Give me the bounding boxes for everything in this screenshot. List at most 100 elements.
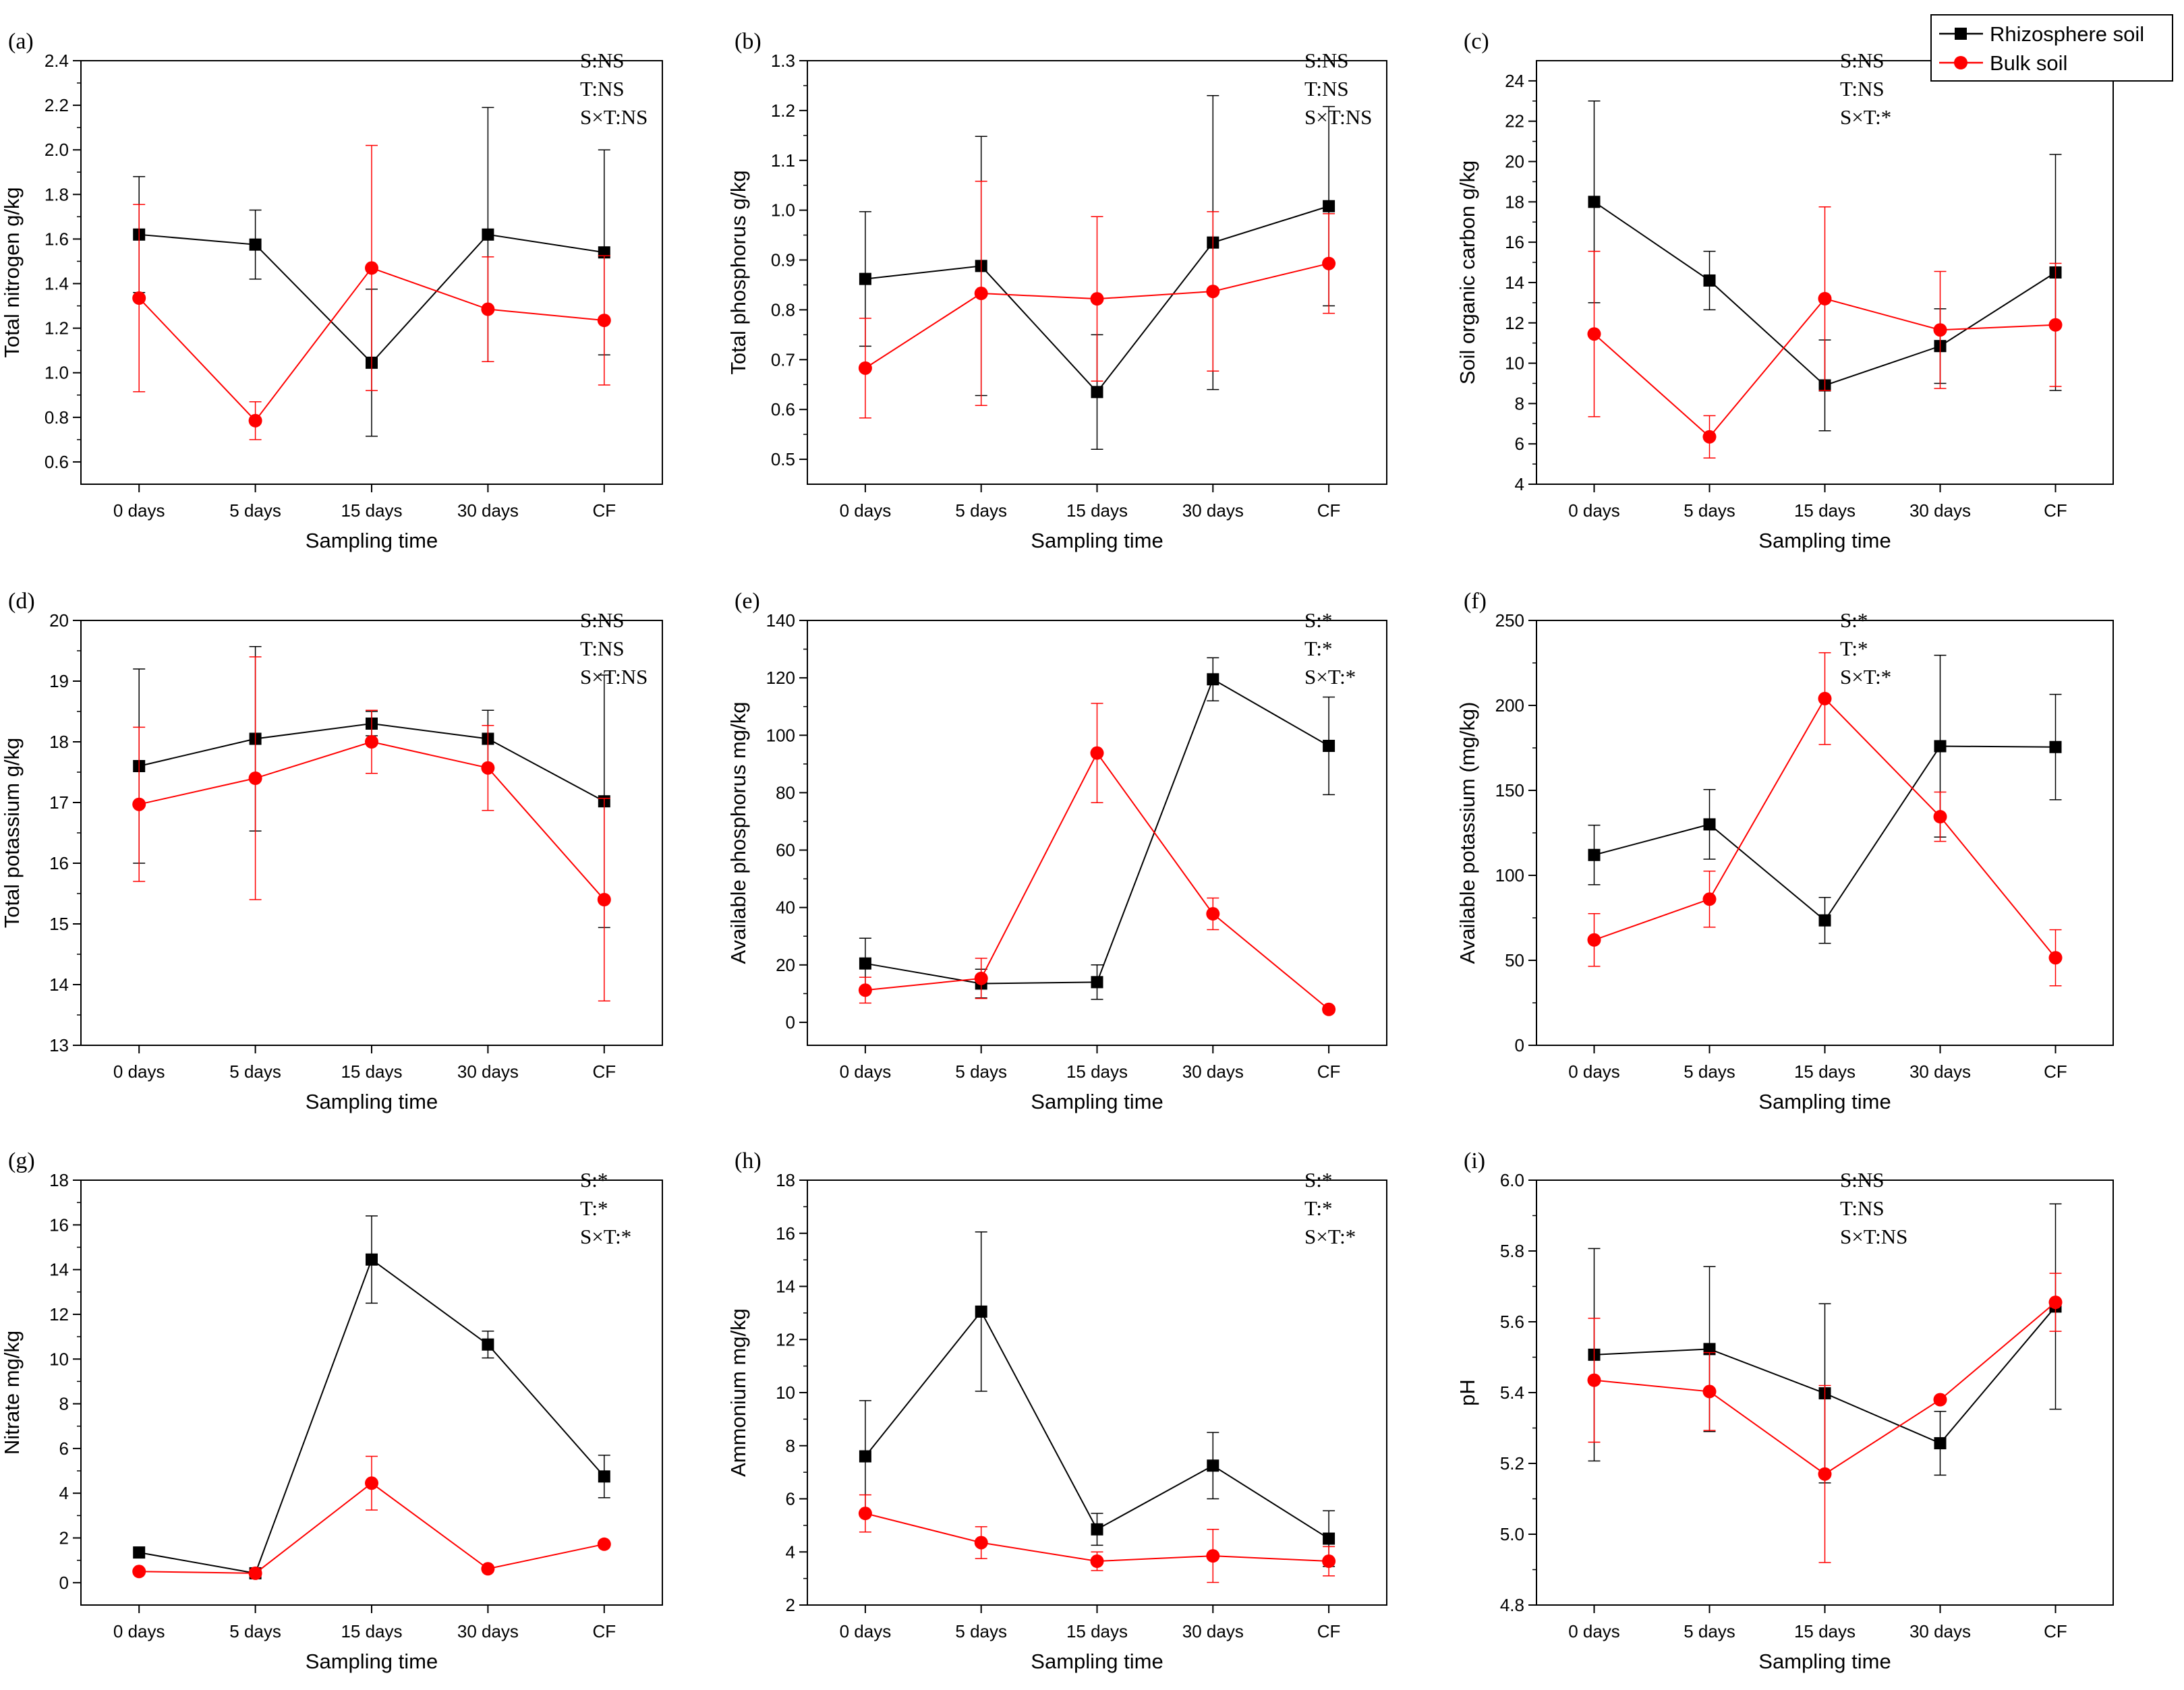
x-tick-label: 5 days	[955, 500, 1007, 521]
data-point-square	[1934, 1437, 1947, 1450]
y-axis-title: pH	[1456, 1379, 1479, 1406]
data-point-circle	[597, 893, 611, 906]
y-tick-label: 1.3	[771, 51, 795, 71]
series-rhizosphere	[133, 645, 610, 929]
y-tick-label: 12	[1505, 313, 1524, 333]
series-bulk	[1587, 206, 2063, 459]
y-tick-label: 0.8	[45, 407, 69, 428]
data-point-circle	[974, 287, 988, 301]
significance-label: T:NS	[580, 637, 625, 660]
y-tick-label: 250	[1495, 610, 1524, 631]
data-point-square	[1588, 848, 1601, 861]
y-tick-label: 8	[1515, 393, 1524, 413]
y-tick-label: 5.6	[1500, 1312, 1524, 1332]
significance-label: S×T:*	[1840, 665, 1891, 689]
y-tick-label: 0	[59, 1573, 69, 1593]
series-bulk	[858, 1494, 1336, 1583]
significance-label: T:*	[1304, 637, 1333, 660]
data-point-circle	[858, 361, 872, 375]
x-tick-label: CF	[1317, 500, 1341, 521]
y-tick-label: 2.2	[45, 95, 69, 115]
data-point-circle	[132, 291, 146, 305]
panel-label: (e)	[735, 589, 760, 614]
panel-label: (h)	[735, 1148, 761, 1173]
y-tick-label: 4	[786, 1542, 795, 1562]
data-point-circle	[248, 771, 262, 785]
y-tick-label: 10	[1505, 353, 1524, 374]
data-point-square	[1588, 196, 1601, 208]
x-tick-label: 30 days	[1909, 500, 1971, 521]
x-tick-label: 30 days	[1909, 1621, 1971, 1641]
data-point-square	[1934, 740, 1947, 753]
panel-label: (b)	[735, 29, 761, 54]
y-tick-label: 1.2	[45, 318, 69, 339]
x-tick-label: CF	[1317, 1621, 1341, 1641]
y-tick-label: 6.0	[1500, 1170, 1524, 1190]
y-tick-label: 16	[49, 1215, 69, 1235]
y-tick-label: 6	[59, 1438, 69, 1459]
y-tick-label: 4	[59, 1483, 69, 1503]
data-point-square	[1323, 1532, 1335, 1545]
data-point-circle	[1090, 292, 1104, 306]
data-point-circle	[858, 1507, 872, 1521]
x-tick-label: 5 days	[955, 1621, 1007, 1641]
data-point-circle	[132, 797, 146, 811]
y-tick-label: 24	[1505, 71, 1524, 91]
data-point-circle	[1818, 1467, 1832, 1481]
significance-label: S:NS	[1840, 49, 1884, 72]
data-point-circle	[1206, 907, 1220, 921]
x-tick-label: 30 days	[1182, 1061, 1244, 1082]
data-point-square	[859, 1450, 871, 1463]
data-point-square	[598, 1470, 610, 1483]
x-tick-label: CF	[2044, 500, 2067, 521]
data-point-circle	[2048, 318, 2063, 332]
y-tick-label: 0	[1515, 1035, 1524, 1055]
x-axis-title: Sampling time	[306, 529, 438, 552]
chart-panel-h: (h) 2 4 6 8 10 12 14 16 18 0 days 5 days 15 days 30 d…	[726, 1148, 1387, 1673]
panel-label: (a)	[8, 29, 34, 54]
data-point-square	[1703, 818, 1716, 831]
x-tick-label: 30 days	[1182, 500, 1244, 521]
y-tick-label: 18	[1505, 192, 1524, 212]
x-axis-title: Sampling time	[1758, 529, 1891, 552]
x-tick-label: 0 days	[113, 1061, 165, 1082]
panel-label: (g)	[8, 1148, 35, 1173]
y-tick-label: 6	[1515, 434, 1524, 454]
x-axis-title: Sampling time	[1031, 529, 1163, 552]
panel-label: (c)	[1464, 29, 1489, 54]
y-axis-title: Available potassium (mg/kg)	[1456, 702, 1479, 964]
y-tick-label: 0.9	[771, 250, 795, 270]
significance-label: S×T:NS	[1304, 105, 1372, 129]
significance-label: T:NS	[580, 77, 625, 100]
plot-frame	[80, 620, 663, 1046]
x-tick-label: 5 days	[1684, 1621, 1735, 1641]
significance-label: T:NS	[1840, 77, 1885, 100]
data-point-circle	[481, 302, 495, 316]
significance-label: S:*	[1304, 1168, 1332, 1192]
significance-label: S×T:*	[1304, 1225, 1356, 1248]
significance-label: T:*	[580, 1196, 608, 1220]
data-point-circle	[1206, 1549, 1220, 1563]
y-tick-label: 0.7	[771, 349, 795, 370]
significance-label: S×T:NS	[1840, 1225, 1907, 1248]
x-tick-label: 5 days	[1684, 500, 1735, 521]
series-rhizosphere	[859, 1231, 1335, 1567]
y-tick-label: 16	[1505, 232, 1524, 252]
data-point-circle	[1587, 933, 1601, 947]
y-tick-label: 8	[786, 1436, 795, 1456]
x-tick-label: 15 days	[1066, 1621, 1128, 1641]
significance-label: S:*	[580, 1168, 608, 1192]
series-rhizosphere	[133, 1215, 610, 1579]
y-tick-label: 0.5	[771, 449, 795, 469]
x-tick-label: 5 days	[229, 1621, 281, 1641]
data-point-circle	[248, 413, 262, 428]
y-tick-label: 100	[766, 725, 795, 745]
x-axis-title: Sampling time	[1031, 1650, 1163, 1673]
y-tick-label: 80	[776, 782, 795, 803]
chart-panel-a: (a) 0.6 0.8 1.0 1.2 1.4 1.6 1.8 2.0 2.2 2.4 0 days 5…	[0, 29, 663, 552]
y-tick-label: 4	[1515, 474, 1524, 494]
x-tick-label: 15 days	[341, 1621, 402, 1641]
significance-label: S:NS	[1304, 49, 1348, 72]
y-tick-label: 14	[776, 1277, 795, 1297]
